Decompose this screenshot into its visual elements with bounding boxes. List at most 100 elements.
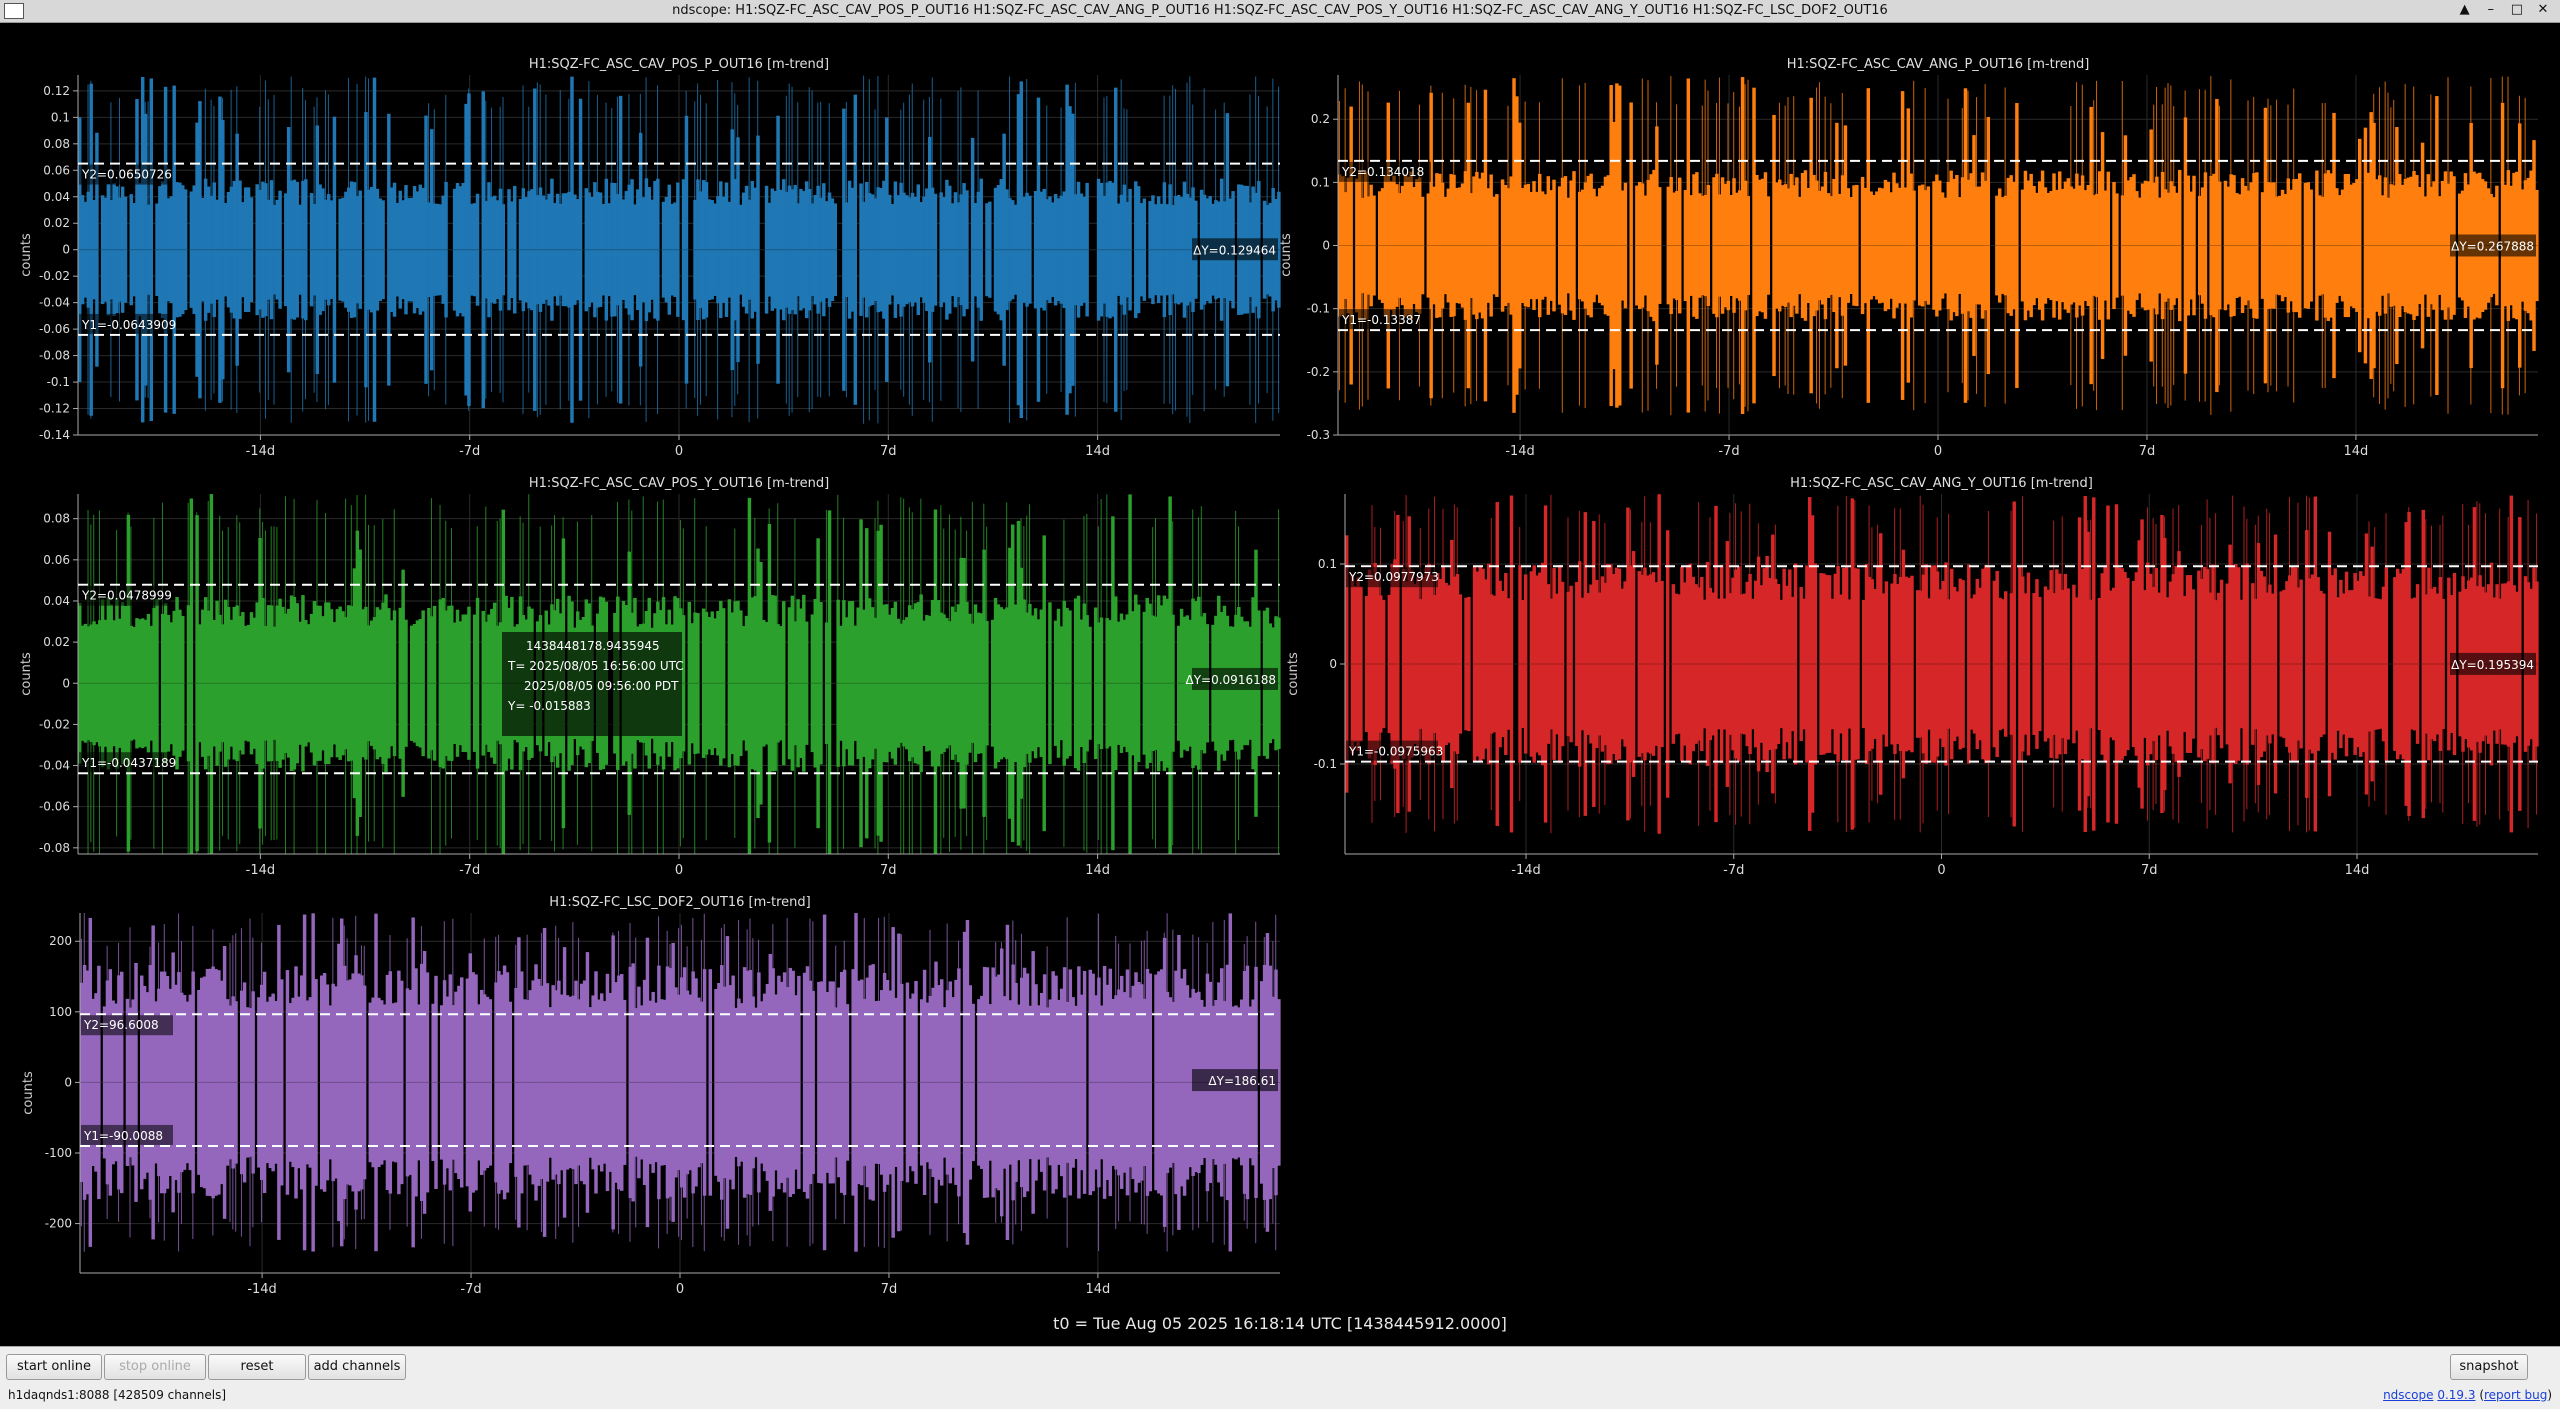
- trend-bar: [1091, 973, 1095, 1192]
- trend-bar: [262, 971, 267, 1194]
- trend-bar: [776, 115, 780, 384]
- trend-bar: [2355, 179, 2359, 312]
- trend-bar: [1036, 619, 1041, 748]
- trend-bar: [905, 982, 910, 1183]
- trend-bar: [1340, 176, 1345, 315]
- trend-bar: [942, 197, 946, 303]
- trend-bar: [223, 599, 228, 767]
- trend-bar: [1698, 193, 1702, 298]
- trend-bar: [882, 604, 886, 762]
- snapshot-button[interactable]: snapshot: [2450, 1354, 2528, 1380]
- trend-bar: [951, 997, 955, 1168]
- trend-bar: [930, 599, 935, 767]
- trend-bar: [2215, 98, 2219, 393]
- trend-bar: [1131, 611, 1135, 756]
- trend-bar: [1772, 114, 1776, 377]
- trend-bar: [673, 202, 677, 297]
- trend-bar: [198, 624, 202, 743]
- trend-bar: [140, 975, 144, 1190]
- trend-bar: [853, 94, 858, 405]
- trend-bar: [182, 994, 187, 1170]
- close-icon[interactable]: ✕: [2537, 2, 2549, 17]
- trend-bar: [97, 965, 101, 1200]
- trend-bar: [2339, 579, 2343, 749]
- trend-bar: [1672, 192, 1676, 299]
- trend-bar: [1455, 188, 1459, 304]
- trend-bar: [1827, 575, 1832, 753]
- trend-bar: [1077, 966, 1081, 1199]
- trend-bar: [1904, 576, 1909, 752]
- trend-bar: [1125, 969, 1130, 1196]
- trend-bar: [218, 96, 222, 403]
- trend-bar: [653, 180, 657, 319]
- trend-bar: [1048, 196, 1052, 304]
- add-channels-button[interactable]: add channels: [308, 1354, 406, 1380]
- trend-bar: [787, 607, 792, 760]
- trend-bar: [2023, 170, 2028, 321]
- version-link[interactable]: 0.19.3: [2437, 1388, 2476, 1402]
- trend-bar: [747, 497, 752, 854]
- trend-bar: [631, 963, 635, 1202]
- y-tick-label: -0.06: [39, 322, 70, 336]
- delta-label-bg: [1192, 667, 1278, 690]
- trend-bar: [1148, 603, 1152, 763]
- y-tick-label: -0.14: [39, 428, 70, 442]
- minimize-icon[interactable]: –: [2487, 2, 2494, 17]
- trend-bar: [871, 964, 875, 1201]
- trend-bar: [378, 609, 382, 757]
- trend-bar: [1879, 533, 1883, 795]
- trend-bar: [100, 599, 105, 768]
- trend-bar: [1179, 197, 1184, 303]
- trend-bar: [1618, 85, 1622, 406]
- ndscope-link[interactable]: ndscope: [2383, 1388, 2434, 1402]
- cursor-readout: 1438448178.9435945 T= 2025/08/05 16:56:00…: [502, 632, 684, 736]
- trend-bar: [1157, 971, 1161, 1194]
- trend-bar: [475, 193, 480, 306]
- trend-bar: [1759, 585, 1764, 743]
- trend-bar: [1458, 187, 1462, 304]
- trend-bar: [1185, 615, 1190, 752]
- trend-bar: [717, 983, 721, 1182]
- trend-bar: [2097, 597, 2102, 731]
- x-tick-label: -7d: [1723, 863, 1744, 878]
- trend-bar: [461, 182, 465, 317]
- trend-bar: [927, 615, 932, 751]
- maximize-icon[interactable]: □: [2510, 2, 2523, 17]
- trend-bar: [134, 962, 138, 1202]
- trend-bar: [1691, 576, 1695, 752]
- trend-bar: [773, 595, 777, 771]
- trend-bar: [1105, 984, 1110, 1181]
- shade-icon[interactable]: ▲: [2459, 2, 2470, 17]
- y1-cursor-label: Y1=-0.0643909: [81, 318, 176, 332]
- trend-bar: [2330, 575, 2335, 753]
- stop-online-button[interactable]: stop online: [104, 1354, 206, 1380]
- trend-bar: [95, 132, 99, 367]
- trend-bar: [1349, 106, 1353, 385]
- trend-bar: [1612, 573, 1616, 755]
- trend-bar: [1941, 580, 1945, 748]
- trend-bar: [205, 968, 210, 1196]
- trend-bar: [452, 622, 457, 744]
- trend-bar: [1835, 122, 1839, 369]
- trend-bar: [1122, 992, 1127, 1173]
- reset-button[interactable]: reset: [208, 1354, 306, 1380]
- report-bug-link[interactable]: report bug: [2484, 1388, 2548, 1402]
- trend-bar: [424, 115, 428, 384]
- trend-bar: [384, 594, 388, 773]
- trend-bar: [2338, 195, 2342, 296]
- trend-bar: [624, 191, 629, 309]
- trend-bar: [575, 199, 580, 301]
- trend-bar: [334, 986, 338, 1179]
- trend-bar: [1466, 102, 1471, 389]
- trend-bar: [510, 201, 514, 299]
- trend-bar: [455, 183, 460, 317]
- plot-area[interactable]: t0 = Tue Aug 05 2025 16:18:14 UTC [14384…: [0, 23, 2560, 1345]
- trend-bar: [425, 972, 430, 1193]
- trend-bar: [108, 969, 113, 1196]
- plots-canvas[interactable]: t0 = Tue Aug 05 2025 16:18:14 UTC [14384…: [0, 23, 2560, 1345]
- trend-bar: [1008, 1000, 1013, 1165]
- start-online-button[interactable]: start online: [6, 1354, 102, 1380]
- trend-bar: [2369, 112, 2373, 379]
- trend-bar: [1969, 598, 1974, 730]
- trend-bar: [1906, 108, 1911, 383]
